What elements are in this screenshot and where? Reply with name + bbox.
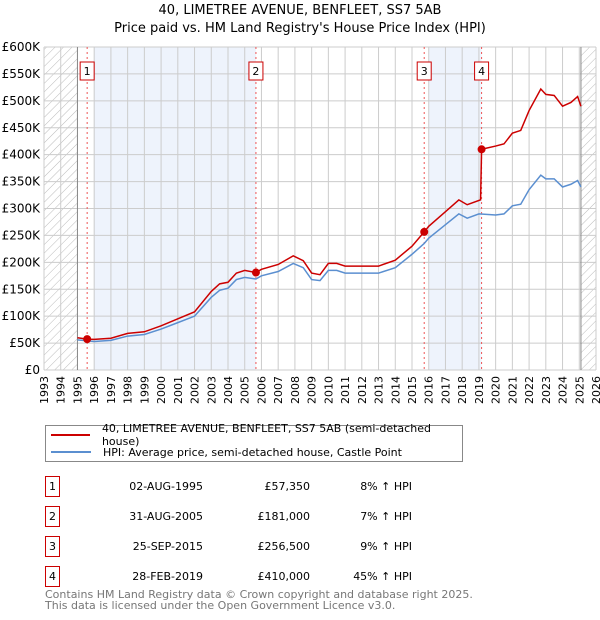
x-tick-label: 2002 bbox=[189, 376, 202, 404]
legend-swatch-hpi bbox=[51, 451, 91, 453]
y-tick-label: £0 bbox=[25, 363, 40, 377]
sale-marker-box bbox=[248, 61, 264, 81]
sale-marker-label: 3 bbox=[421, 65, 428, 78]
x-tick-label: 2010 bbox=[322, 376, 335, 404]
price-chart: 1993 1994 1995 1996 1997 1998 1999 2000 2001 2002… bbox=[2, 40, 600, 404]
sale-price: £410,000 bbox=[257, 570, 311, 583]
sale-row: 2 31-AUG-2005 £181,000 7% ↑ HPI bbox=[45, 506, 465, 527]
x-tick-label: 2026 bbox=[590, 376, 600, 404]
x-tick-label: 2025 bbox=[573, 376, 586, 404]
x-tick-label: 2013 bbox=[373, 376, 386, 404]
x-tick-label: 1994 bbox=[55, 376, 68, 404]
x-tick-label: 2024 bbox=[557, 376, 570, 404]
y-tick-label: £200K bbox=[2, 255, 42, 269]
legend-label-property: 40, LIMETREE AVENUE, BENFLEET, SS7 5AB (… bbox=[101, 422, 431, 448]
y-tick-label: £150K bbox=[2, 282, 42, 296]
y-tick-label: £400K bbox=[2, 148, 42, 162]
x-tick-label: 2019 bbox=[473, 376, 486, 404]
sale-price: £256,500 bbox=[257, 540, 311, 553]
x-tick-label: 1999 bbox=[138, 376, 151, 404]
y-tick-label: £250K bbox=[2, 228, 42, 242]
y-tick-label: £350K bbox=[2, 175, 42, 189]
sale-marker-label: 4 bbox=[478, 65, 485, 78]
footer-licence: This data is licensed under the Open Gov… bbox=[45, 599, 396, 612]
sale-hpi-diff: 7% ↑ HPI bbox=[360, 510, 412, 523]
x-tick-label: 2021 bbox=[506, 376, 519, 404]
x-tick-label: 2000 bbox=[155, 376, 168, 404]
x-tick-label: 2016 bbox=[423, 376, 436, 404]
sale-marker-label: 1 bbox=[84, 65, 91, 78]
sale-hpi-diff: 8% ↑ HPI bbox=[360, 480, 412, 493]
sale-point bbox=[83, 335, 92, 344]
sale-point bbox=[251, 268, 260, 277]
x-tick-label: 2014 bbox=[389, 376, 402, 404]
sale-date: 28-FEB-2019 bbox=[132, 570, 203, 583]
sale-row: 4 28-FEB-2019 £410,000 45% ↑ HPI bbox=[45, 566, 465, 587]
x-tick-label: 2005 bbox=[239, 376, 252, 404]
legend-label-hpi: HPI: Average price, semi-detached house,… bbox=[103, 445, 402, 459]
hpi-line bbox=[77, 174, 582, 343]
x-tick-label: 2006 bbox=[255, 376, 268, 404]
legend: 40, LIMETREE AVENUE, BENFLEET, SS7 5AB (… bbox=[45, 422, 463, 462]
sale-hpi-diff: 9% ↑ HPI bbox=[360, 540, 412, 553]
footer-copyright: Contains HM Land Registry data © Crown c… bbox=[45, 588, 473, 601]
x-tick-label: 2003 bbox=[205, 376, 218, 404]
x-tick-label: 1995 bbox=[71, 376, 84, 404]
y-tick-label: £50K bbox=[9, 336, 41, 350]
x-tick-label: 2022 bbox=[523, 376, 536, 404]
sale-date: 02-AUG-1995 bbox=[129, 480, 203, 493]
sale-number: 1 bbox=[45, 476, 60, 497]
sale-marker-box bbox=[474, 61, 490, 81]
x-tick-label: 2011 bbox=[339, 376, 352, 404]
sale-number: 3 bbox=[45, 536, 60, 557]
x-tick-label: 1998 bbox=[122, 376, 135, 404]
property-price-line bbox=[77, 87, 582, 341]
y-tick-label: £450K bbox=[2, 121, 42, 135]
x-tick-label: 2009 bbox=[306, 376, 319, 404]
x-tick-label: 1993 bbox=[38, 376, 51, 404]
x-tick-label: 2004 bbox=[222, 376, 235, 404]
x-tick-label: 2017 bbox=[439, 376, 452, 404]
sale-number: 2 bbox=[45, 506, 60, 527]
sale-marker-label: 2 bbox=[252, 65, 259, 78]
sale-point bbox=[477, 145, 486, 154]
legend-swatch-property bbox=[51, 434, 90, 436]
sale-number: 4 bbox=[45, 566, 60, 587]
x-tick-label: 1996 bbox=[88, 376, 101, 404]
x-tick-label: 1997 bbox=[105, 376, 118, 404]
x-tick-label: 2008 bbox=[289, 376, 302, 404]
x-tick-label: 2015 bbox=[406, 376, 419, 404]
sale-row: 1 02-AUG-1995 £57,350 8% ↑ HPI bbox=[45, 476, 465, 497]
chart-title: 40, LIMETREE AVENUE, BENFLEET, SS7 5AB bbox=[158, 3, 442, 18]
sale-marker-box bbox=[79, 61, 95, 81]
x-tick-label: 2018 bbox=[456, 376, 469, 404]
sale-price: £181,000 bbox=[257, 510, 311, 523]
y-tick-label: £100K bbox=[2, 309, 42, 323]
x-tick-label: 2007 bbox=[272, 376, 285, 404]
chart-subtitle: Price paid vs. HM Land Registry's House … bbox=[114, 21, 486, 36]
x-tick-label: 2023 bbox=[540, 376, 553, 404]
sale-date: 25-SEP-2015 bbox=[132, 540, 203, 553]
x-tick-label: 2001 bbox=[172, 376, 185, 404]
y-tick-label: £500K bbox=[2, 94, 42, 108]
x-tick-label: 2012 bbox=[356, 376, 369, 404]
sale-hpi-diff: 45% ↑ HPI bbox=[353, 570, 412, 583]
sale-marker-box bbox=[416, 61, 432, 81]
sale-price: £57,350 bbox=[264, 480, 311, 493]
y-tick-label: £600K bbox=[2, 40, 42, 54]
y-tick-label: £550K bbox=[2, 67, 42, 81]
x-tick-label: 2020 bbox=[490, 376, 503, 404]
sale-row: 3 25-SEP-2015 £256,500 9% ↑ HPI bbox=[45, 536, 465, 557]
sale-point bbox=[420, 227, 429, 236]
y-tick-label: £300K bbox=[2, 202, 42, 216]
sale-date: 31-AUG-2005 bbox=[129, 510, 203, 523]
